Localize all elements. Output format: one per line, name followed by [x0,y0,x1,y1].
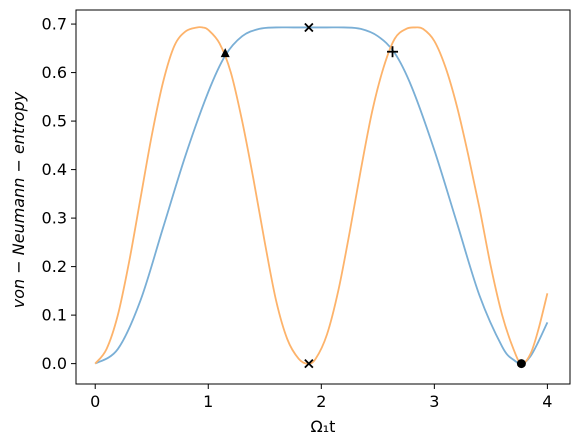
y-tick-label: 0.1 [42,306,67,325]
x-tick-label: 0 [90,392,100,411]
y-tick-label: 0.5 [42,112,67,131]
plot-frame [75,9,571,385]
marker-layer [220,22,526,369]
x-tick-label: 2 [316,392,326,411]
x-axis-label: Ω₁t [311,417,336,436]
marker-triangle-1 [220,48,230,58]
series-layer [94,26,549,365]
marker-circle-5 [516,359,526,369]
y-axis-label: von − Neumann − entropy [9,91,28,308]
x-tick-label: 1 [203,392,213,411]
y-tick-label: 0.0 [42,354,67,373]
x-tick-label: 3 [429,392,439,411]
y-axis-ticks: 0.0 0.1 0.2 0.3 0.4 0.5 0.6 0.7 [42,15,76,373]
y-tick-label: 0.2 [42,257,67,276]
x-tick-label: 4 [542,392,552,411]
y-tick-label: 0.3 [42,209,67,228]
marker-x-2 [304,22,314,33]
marker-x-3 [304,358,314,369]
y-tick-label: 0.7 [42,15,67,34]
y-tick-label: 0.6 [42,63,67,82]
y-tick-label: 0.4 [42,160,67,179]
series-line-1 [94,26,549,365]
series-line-2 [94,26,549,365]
marker-plus-4 [387,46,399,58]
x-axis-ticks: 0 1 2 3 4 [90,384,552,411]
